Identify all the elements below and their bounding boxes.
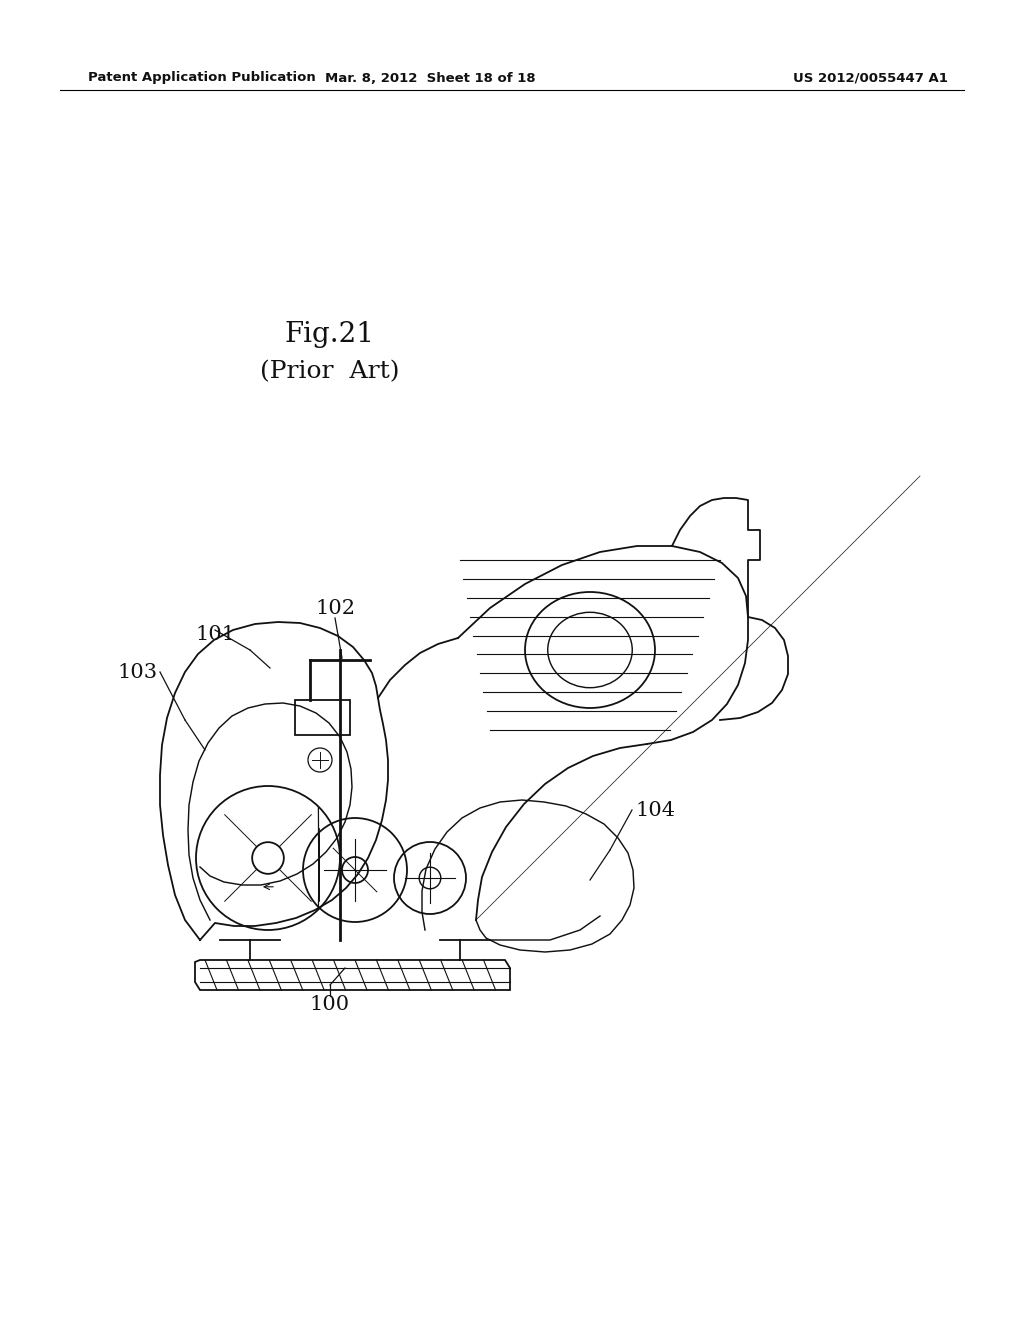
Text: Patent Application Publication: Patent Application Publication — [88, 71, 315, 84]
Text: 101: 101 — [195, 626, 236, 644]
Text: 103: 103 — [118, 663, 158, 681]
Text: 104: 104 — [635, 800, 675, 820]
Text: 100: 100 — [310, 995, 350, 1015]
Text: Mar. 8, 2012  Sheet 18 of 18: Mar. 8, 2012 Sheet 18 of 18 — [325, 71, 536, 84]
Text: (Prior  Art): (Prior Art) — [260, 360, 399, 384]
Text: US 2012/0055447 A1: US 2012/0055447 A1 — [793, 71, 947, 84]
Text: 102: 102 — [315, 598, 355, 618]
Text: Fig.21: Fig.21 — [285, 322, 375, 348]
